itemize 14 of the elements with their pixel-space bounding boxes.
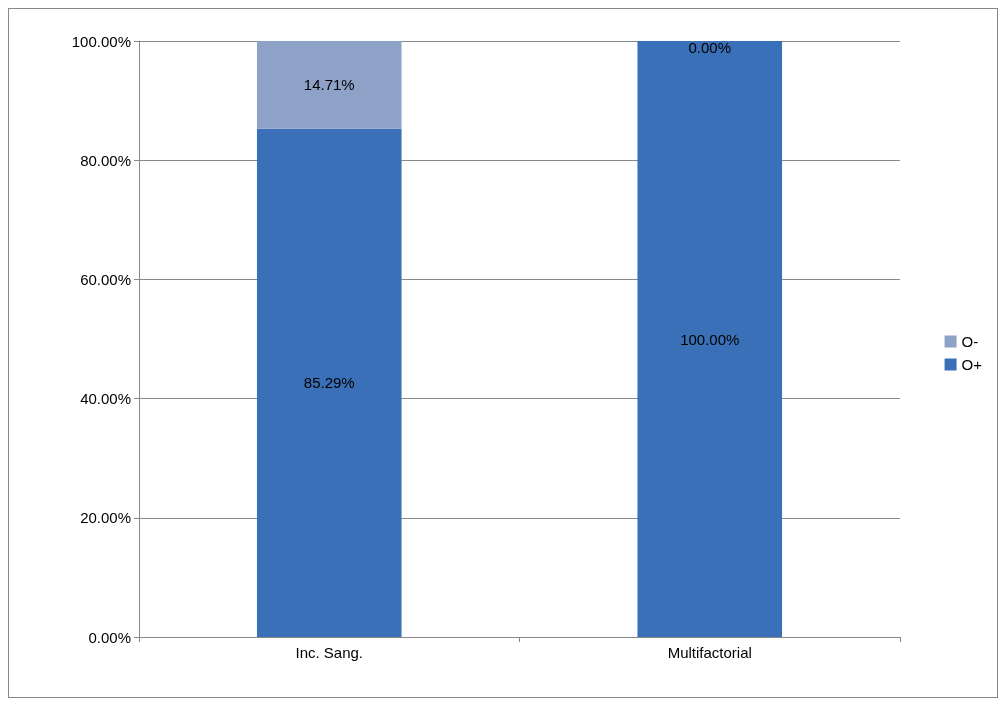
y-tick-label: 0.00%: [88, 628, 131, 646]
legend-label: O-: [961, 333, 979, 350]
data-label: 14.71%: [303, 76, 355, 94]
legend-label: O+: [961, 356, 983, 373]
y-tick-label: 20.00%: [80, 509, 131, 527]
y-tick-label: 80.00%: [80, 151, 131, 169]
data-label: 100.00%: [680, 330, 740, 348]
y-tick-label: 100.00%: [71, 32, 131, 50]
data-label: 0.00%: [688, 39, 732, 56]
data-label: 85.29%: [303, 374, 355, 392]
x-tick-label: Inc. Sang.: [295, 644, 364, 661]
x-tick-label: Multifactorial: [667, 644, 752, 661]
y-tick-label: 60.00%: [80, 270, 131, 288]
y-tick-label: 40.00%: [80, 390, 131, 408]
